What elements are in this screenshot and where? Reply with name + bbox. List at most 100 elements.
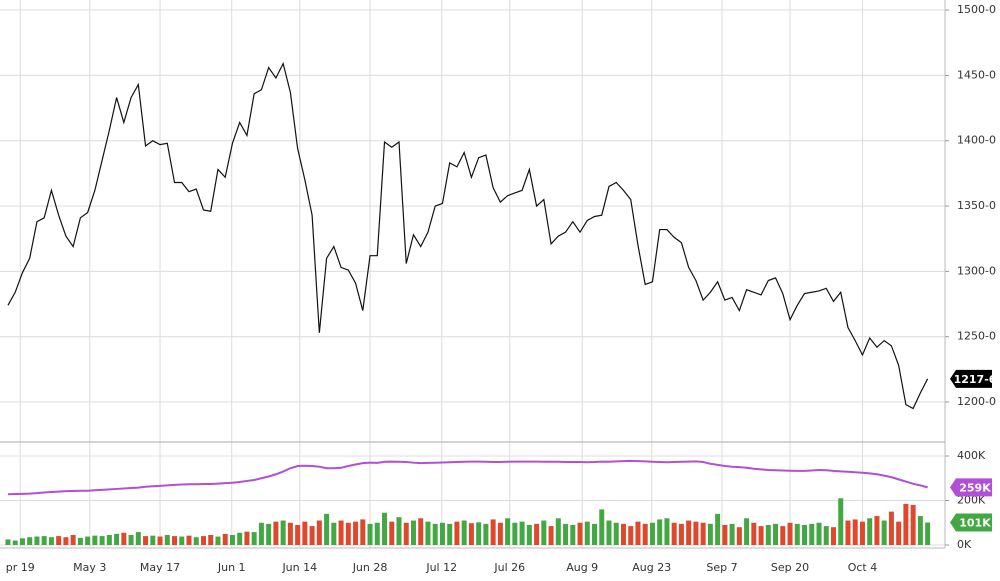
y-tick-label: 1400-0 <box>957 134 996 147</box>
volume-bar <box>903 503 909 545</box>
volume-bar <box>229 534 235 545</box>
volume-bar <box>468 523 474 545</box>
volume-bar <box>164 534 170 545</box>
badge-label: 259K <box>959 481 991 494</box>
volume-bar <box>425 521 431 545</box>
y-tick-label: 1500-0 <box>957 3 996 16</box>
volume-bar <box>106 534 112 545</box>
x-tick-label: Jun 28 <box>352 561 388 574</box>
volume-bar <box>678 523 684 545</box>
volume-bar <box>707 523 713 545</box>
volume-bar <box>143 536 149 545</box>
volume-bar <box>664 518 670 545</box>
x-tick-label: Jul 26 <box>493 561 525 574</box>
volume-bar <box>606 520 612 545</box>
volume-bar <box>396 517 402 545</box>
volume-bar <box>867 518 873 545</box>
y-tick-label: 400K <box>957 449 986 462</box>
volume-bar <box>77 537 83 545</box>
volume-bar <box>548 526 554 545</box>
volume-bar <box>374 522 380 545</box>
volume-bar <box>244 531 250 545</box>
volume-bar <box>802 524 808 545</box>
volume-bar <box>193 537 199 545</box>
volume-bar <box>910 504 916 545</box>
volume-bar <box>563 523 569 545</box>
volume-bar <box>280 520 286 545</box>
volume-bar <box>237 532 243 545</box>
volume-bar <box>628 526 634 545</box>
volume-bar <box>461 520 467 545</box>
x-tick-label: Jun 1 <box>217 561 246 574</box>
volume-bar <box>570 524 576 545</box>
x-tick-label: Jul 12 <box>425 561 457 574</box>
volume-bar <box>476 522 482 545</box>
volume-bar <box>266 523 272 545</box>
volume-bar <box>599 509 605 545</box>
volume-bar <box>483 523 489 545</box>
volume-bar <box>744 518 750 545</box>
volume-bar <box>512 522 518 545</box>
volume-bar <box>128 534 134 545</box>
volume-bar <box>700 522 706 545</box>
x-tick-label: pr 19 <box>6 561 35 574</box>
volume-bar <box>157 536 163 545</box>
volume-bar <box>114 533 120 545</box>
y-tick-label: 200K <box>957 494 986 507</box>
series-line <box>7 61 929 410</box>
volume-bar <box>222 533 228 545</box>
volume-bar <box>541 520 547 545</box>
volume-bar <box>642 523 648 545</box>
volume-bar <box>85 536 91 545</box>
volume-bar <box>200 536 206 545</box>
volume-bar <box>736 527 742 545</box>
volume-bar <box>251 532 257 545</box>
volume-bar <box>555 518 561 545</box>
volume-bar <box>287 522 293 545</box>
volume-bar <box>526 524 532 545</box>
volume-bar <box>63 537 69 545</box>
y-tick-label: 0K <box>957 538 972 551</box>
x-tick-label: Aug 23 <box>632 561 671 574</box>
volume-bar <box>56 536 62 545</box>
volume-bar <box>447 523 453 545</box>
volume-bar <box>787 522 793 545</box>
volume-bar <box>19 538 25 545</box>
badge-label: 1217-6 <box>954 373 997 386</box>
volume-bar <box>838 498 844 545</box>
volume-bar <box>859 521 865 545</box>
volume-bar <box>758 526 764 545</box>
volume-bar <box>765 524 771 545</box>
volume-bar <box>823 526 829 545</box>
x-tick-label: Jun 14 <box>281 561 317 574</box>
volume-bar <box>331 522 337 545</box>
volume-bar <box>881 520 887 545</box>
volume-bar <box>896 521 902 545</box>
volume-bar <box>360 519 366 545</box>
volume-bar <box>179 536 185 545</box>
volume-bar <box>794 523 800 545</box>
volume-bar <box>816 522 822 545</box>
volume-bar <box>432 523 438 545</box>
volume-bar <box>729 523 735 545</box>
volume-bar <box>208 534 214 545</box>
volume-bar <box>135 532 141 545</box>
volume-bar <box>150 535 156 545</box>
volume-bar <box>309 526 315 545</box>
x-tick-label: Aug 9 <box>566 561 598 574</box>
volume-bar <box>809 523 815 545</box>
volume-bar <box>302 521 308 545</box>
volume-bar <box>874 516 880 545</box>
volume-bar <box>613 522 619 545</box>
volume-bar <box>48 537 54 545</box>
y-tick-label: 1250-0 <box>957 330 996 343</box>
x-tick-label: Sep 20 <box>771 561 809 574</box>
volume-bar <box>519 521 525 545</box>
volume-bar <box>324 513 330 545</box>
volume-bar <box>490 519 496 545</box>
badge-shape <box>950 369 992 388</box>
volume-bar <box>345 522 351 545</box>
x-tick-label: May 3 <box>73 561 106 574</box>
volume-bar <box>715 513 721 545</box>
